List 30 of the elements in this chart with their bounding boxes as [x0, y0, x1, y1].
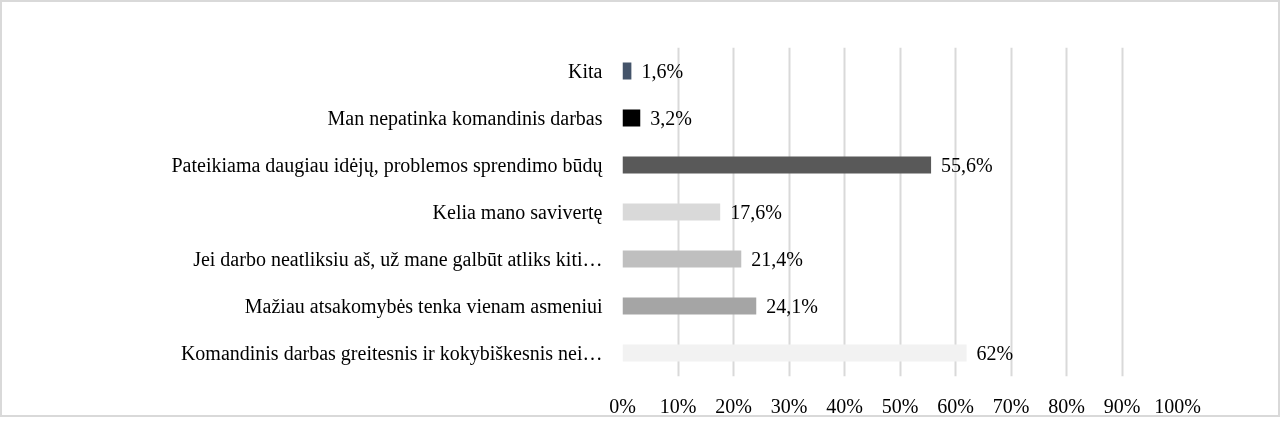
data-label: 55,6%	[941, 154, 993, 176]
x-tick-label: 0%	[609, 394, 636, 417]
y-tick-label: Mažiau atsakomybės tenka vienam asmeniui	[244, 295, 603, 318]
x-tick-label: 40%	[826, 394, 863, 417]
data-label: 24,1%	[766, 295, 818, 317]
data-label: 17,6%	[730, 201, 782, 223]
x-tick-label: 90%	[1103, 394, 1141, 417]
bar	[622, 109, 641, 127]
data-label: 3,2%	[650, 107, 692, 129]
bar	[622, 344, 967, 362]
y-tick-label: Jei darbo neatliksiu aš, už mane galbūt atliks kiti…	[193, 248, 603, 271]
x-tick-label: 30%	[770, 394, 808, 417]
x-tick-label: 100%	[1154, 394, 1201, 417]
data-label: 62%	[976, 342, 1014, 364]
x-tick-label: 70%	[992, 394, 1030, 417]
y-tick-label: Man nepatinka komandinis darbas	[327, 107, 603, 130]
bar	[622, 250, 742, 268]
bar	[622, 297, 757, 315]
x-tick-label: 20%	[715, 394, 752, 417]
y-tick-label: Komandinis darbas greitesnis ir kokybiškesnis nei…	[180, 342, 603, 365]
bar	[622, 156, 932, 174]
y-tick-label: Pateikiama daugiau idėjų, problemos sprendimo būdų	[171, 154, 604, 177]
x-tick-label: 80%	[1048, 394, 1085, 417]
x-tick-label: 10%	[659, 394, 697, 417]
y-tick-label: Kelia mano savivertę	[432, 201, 603, 224]
x-tick-label: 60%	[937, 394, 974, 417]
x-tick-label: 50%	[881, 394, 919, 417]
data-label: 21,4%	[751, 248, 803, 270]
y-tick-label: Kita	[568, 60, 603, 82]
data-label: 1,6%	[641, 60, 684, 82]
